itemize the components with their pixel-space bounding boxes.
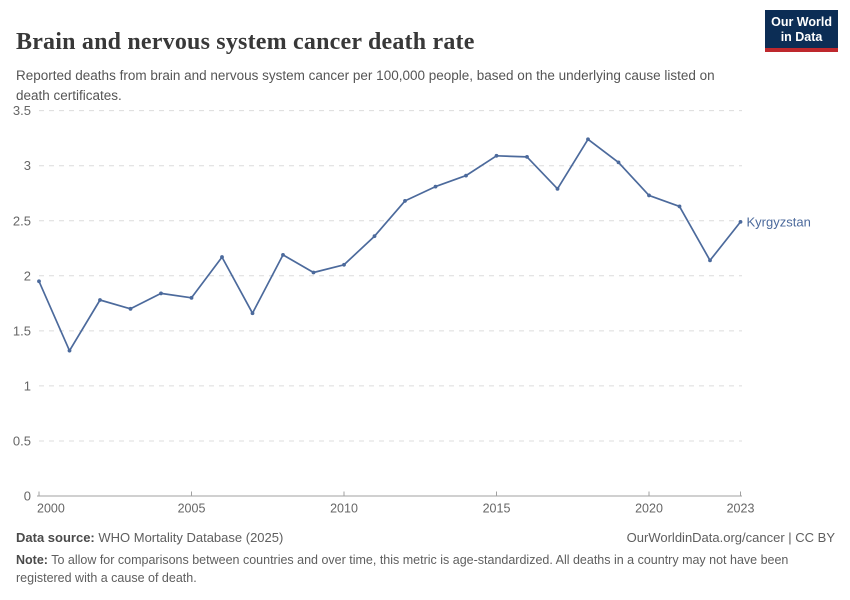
- chart-svg: 0 0.5 1 1.5 2 2.5 3 3.5 2000 2005 2010 2015 2020 2023…: [13, 103, 811, 516]
- chart-subtitle: Reported deaths from brain and nervous s…: [16, 67, 715, 103]
- x-tick-label: 2015: [483, 502, 511, 516]
- data-point: [708, 258, 712, 263]
- data-point: [281, 252, 285, 257]
- data-source: Data source: WHO Mortality Database (202…: [16, 530, 283, 545]
- data-point: [738, 219, 743, 224]
- data-source-value: WHO Mortality Database (2025): [94, 530, 284, 545]
- chart-title: Brain and nervous system cancer death ra…: [16, 29, 475, 56]
- data-point: [555, 186, 560, 191]
- owid-logo-line1: Our World: [771, 15, 832, 29]
- x-tick-label: 2020: [635, 502, 663, 516]
- y-tick-label: 0.5: [13, 433, 31, 448]
- footer-note-label: Note:: [16, 553, 48, 567]
- data-source-label: Data source:: [16, 530, 95, 545]
- data-point: [342, 262, 346, 267]
- data-point: [464, 173, 468, 178]
- data-point: [586, 137, 590, 142]
- data-point: [433, 184, 438, 189]
- data-point: [647, 193, 651, 198]
- y-tick-label: 2.5: [13, 213, 31, 228]
- data-point: [250, 311, 255, 316]
- footer-note: Note: To allow for comparisons between c…: [16, 551, 816, 587]
- data-point: [403, 199, 407, 203]
- data-point: [616, 160, 621, 165]
- data-point: [37, 279, 41, 284]
- y-tick-label: 2: [24, 268, 31, 283]
- data-point: [98, 298, 102, 302]
- chart-area: 0 0.5 1 1.5 2 2.5 3 3.5 2000 2005 2010 2015 2020 2023…: [0, 95, 850, 530]
- owid-logo[interactable]: Our World in Data: [765, 10, 838, 52]
- y-tick-label: 1: [24, 378, 31, 393]
- data-point: [67, 348, 72, 353]
- x-tick-label: 2010: [330, 502, 358, 516]
- owid-logo-line2: in Data: [780, 30, 823, 44]
- data-point: [220, 255, 224, 259]
- data-point: [372, 234, 377, 239]
- y-tick-label: 1.5: [13, 323, 31, 338]
- data-point: [525, 154, 529, 159]
- footer-note-text: To allow for comparisons between countri…: [16, 553, 789, 586]
- data-point: [189, 295, 194, 300]
- footer-link[interactable]: OurWorldinData.org/cancer | CC BY: [626, 530, 835, 545]
- series-line: [38, 138, 742, 352]
- y-tick-label: 0: [24, 489, 31, 504]
- data-point: [311, 270, 316, 275]
- data-point: [128, 306, 133, 311]
- y-tick-label: 3: [24, 158, 31, 173]
- chart-footer: Data source: WHO Mortality Database (202…: [16, 530, 835, 587]
- x-tick-label: 2005: [178, 502, 206, 516]
- series-end-label: Kyrgyzstan: [747, 214, 811, 229]
- x-tick-label: 2000: [37, 502, 65, 516]
- data-point: [677, 204, 682, 209]
- y-tick-label: 3.5: [13, 103, 31, 118]
- x-tick-label: 2023: [727, 502, 755, 516]
- data-point: [159, 291, 163, 296]
- data-point: [494, 153, 499, 158]
